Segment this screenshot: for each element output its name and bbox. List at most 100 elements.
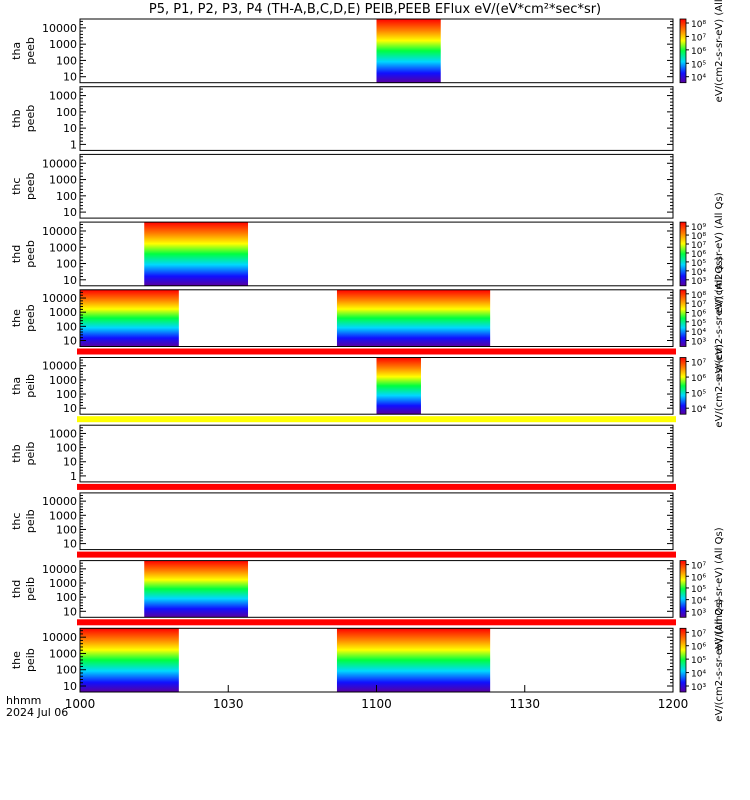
colorbar-tick-label: 10⁷ bbox=[691, 629, 706, 639]
ytick-label: 100 bbox=[56, 258, 77, 271]
colorbar-tick-label: 10⁶ bbox=[691, 309, 706, 319]
ytick-label: 10 bbox=[63, 206, 77, 219]
ytick-label: 10 bbox=[63, 71, 77, 84]
xtick-label: 1130 bbox=[509, 697, 540, 711]
ytick-label: 100 bbox=[56, 442, 77, 455]
status-bar bbox=[77, 348, 676, 355]
colorbar-tick-label: 10⁷ bbox=[691, 562, 706, 572]
colorbar-tick-label: 10⁶ bbox=[691, 374, 706, 384]
ytick-label: 1000 bbox=[49, 577, 77, 590]
panel-species-label: peib bbox=[24, 509, 37, 533]
panel-frame bbox=[79, 86, 674, 151]
panel-species-label: peeb bbox=[24, 304, 37, 332]
ytick-label: 1000 bbox=[49, 427, 77, 440]
panel-species-label: peeb bbox=[24, 240, 37, 268]
colorbar-tick-label: 10³ bbox=[691, 608, 706, 618]
status-bar bbox=[77, 416, 676, 423]
colorbar-tick-label: 10⁶ bbox=[691, 573, 706, 583]
colorbar-label: eV/(cm2-s-sr-eV) (All Qs) bbox=[714, 598, 725, 721]
spectrogram-block-0 bbox=[80, 289, 179, 347]
spectrogram-block-0 bbox=[144, 560, 249, 618]
colorbar-tick-label: 10⁵ bbox=[691, 390, 706, 400]
status-bar bbox=[77, 551, 676, 558]
ytick-label: 10000 bbox=[42, 157, 77, 170]
colorbar bbox=[679, 221, 687, 287]
ytick-label: 1000 bbox=[49, 174, 77, 187]
ytick-label: 100 bbox=[56, 523, 77, 536]
ytick-label: 10 bbox=[63, 402, 77, 415]
ytick-label: 1000 bbox=[49, 374, 77, 387]
panel-probe-label: thb bbox=[10, 109, 23, 127]
colorbar bbox=[679, 289, 687, 347]
x-corner-label-hhmm: hhmm bbox=[6, 694, 41, 707]
ytick-label: 1000 bbox=[49, 38, 77, 51]
ytick-label: 10000 bbox=[42, 631, 77, 644]
colorbar-tick-label: 10⁴ bbox=[691, 670, 706, 680]
ytick-label: 100 bbox=[56, 320, 77, 333]
colorbar-tick-label: 10⁸ bbox=[691, 232, 706, 242]
panel-frame bbox=[79, 153, 674, 219]
colorbar-label: eV/(cm2-s-sr-eV) (All Qs) bbox=[714, 256, 725, 379]
colorbar-tick-label: 10⁶ bbox=[691, 250, 706, 260]
colorbar-label: eV/(cm2-s-sr-eV) (All Qs) bbox=[714, 527, 725, 650]
ytick-label: 10000 bbox=[42, 360, 77, 373]
colorbar-tick-label: 10⁶ bbox=[691, 643, 706, 653]
xtick-label: 1000 bbox=[65, 697, 96, 711]
spectrogram-block-1 bbox=[336, 628, 491, 692]
panel-probe-label: tha bbox=[10, 42, 23, 60]
colorbar-tick-label: 10⁶ bbox=[691, 47, 706, 57]
status-bar bbox=[77, 619, 676, 626]
panel-probe-label: thc bbox=[10, 513, 23, 530]
panel-thb-peeb: 1 10 100 1000 thb peeb bbox=[10, 86, 674, 151]
spectrogram-block-0 bbox=[144, 222, 249, 286]
ytick-label: 100 bbox=[56, 664, 77, 677]
colorbar-tick-label: 10⁴ bbox=[691, 268, 706, 278]
ytick-label: 10 bbox=[63, 538, 77, 551]
colorbar-tick-label: 10⁷ bbox=[691, 359, 706, 369]
ytick-label: 100 bbox=[56, 591, 77, 604]
ytick-label: 1000 bbox=[49, 241, 77, 254]
colorbar-tick-label: 10⁴ bbox=[691, 597, 706, 607]
colorbar bbox=[679, 357, 687, 415]
status-bar bbox=[77, 483, 676, 490]
panel-probe-label: the bbox=[10, 309, 23, 327]
xtick-label: 1200 bbox=[658, 697, 689, 711]
xtick-label: 1100 bbox=[361, 697, 392, 711]
colorbar-tick-label: 10⁹ bbox=[691, 223, 706, 233]
ytick-label: 100 bbox=[56, 388, 77, 401]
colorbar-tick-label: 10⁷ bbox=[691, 241, 706, 251]
spectrogram-block-0 bbox=[376, 19, 441, 83]
panel-species-label: peeb bbox=[24, 37, 37, 65]
colorbar-label: eV/(cm2-s-sr-eV) (All bbox=[714, 0, 725, 102]
panel-probe-label: thc bbox=[10, 178, 23, 195]
ytick-label: 10 bbox=[63, 335, 77, 348]
ytick-label: 10 bbox=[63, 122, 77, 135]
colorbar-tick-label: 10⁵ bbox=[691, 319, 706, 329]
colorbar-tick-label: 10⁷ bbox=[691, 300, 706, 310]
panel-frame bbox=[79, 492, 674, 551]
x-corner-label-date: 2024 Jul 06 bbox=[6, 706, 68, 719]
panel-probe-label: thd bbox=[10, 580, 23, 598]
colorbar-tick-label: 10⁵ bbox=[691, 656, 706, 666]
panel-species-label: peib bbox=[24, 577, 37, 601]
colorbar-tick-label: 10³ bbox=[691, 277, 706, 287]
ytick-label: 1 bbox=[70, 470, 77, 483]
panel-species-label: peib bbox=[24, 648, 37, 672]
panel-probe-label: thd bbox=[10, 245, 23, 263]
spectrogram-block-0 bbox=[376, 357, 421, 415]
colorbar-tick-label: 10⁵ bbox=[691, 259, 706, 269]
ytick-label: 100 bbox=[56, 190, 77, 203]
colorbar bbox=[679, 18, 687, 84]
colorbar-tick-label: 10⁵ bbox=[691, 585, 706, 595]
ytick-label: 10000 bbox=[42, 22, 77, 35]
colorbar-label: eV/(cm2-s-sr-eV) bbox=[714, 344, 725, 428]
ytick-label: 10 bbox=[63, 680, 77, 693]
